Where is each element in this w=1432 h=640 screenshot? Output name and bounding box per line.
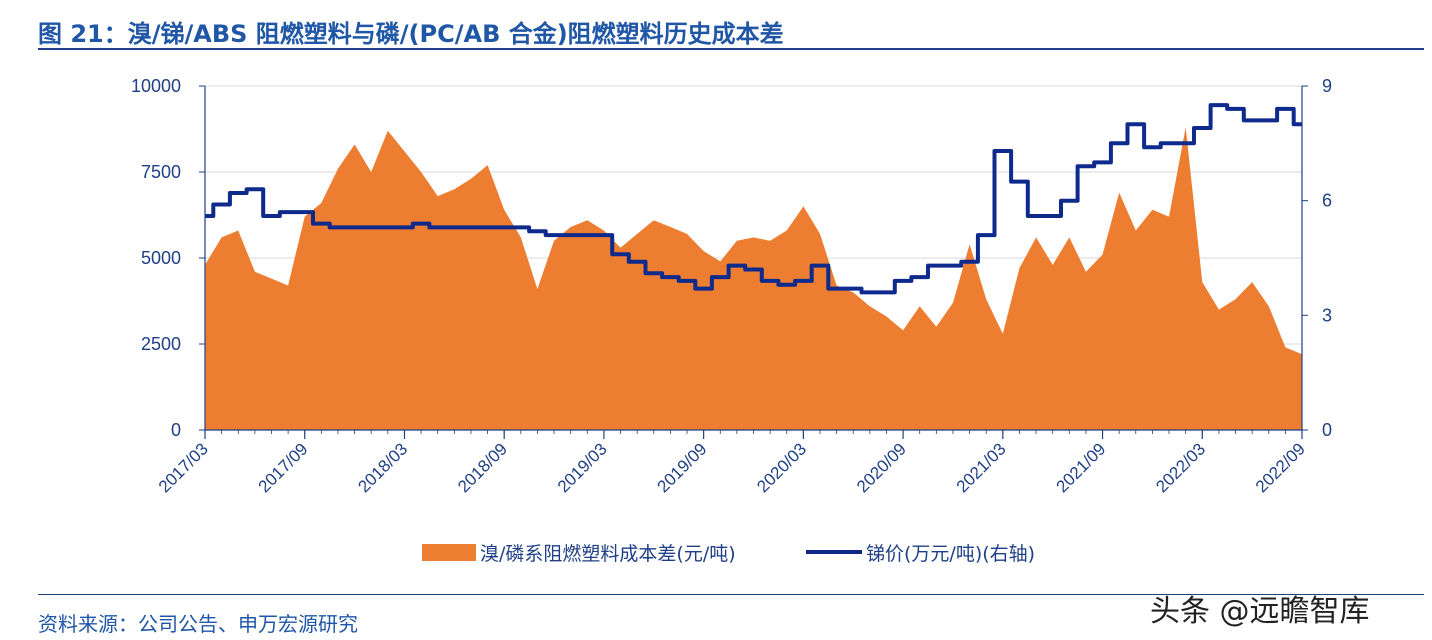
y-right-tick-label-2: 6 xyxy=(1322,191,1332,211)
x-tick-label-5: 2019/09 xyxy=(654,439,711,496)
y-left-tick-label-2: 5000 xyxy=(141,248,181,268)
watermark: 头条 @远瞻智库 xyxy=(1150,594,1370,629)
x-tick-label-1: 2017/09 xyxy=(255,439,312,496)
x-tick-label-11: 2022/09 xyxy=(1252,439,1309,496)
y-left-tick-label-1: 2500 xyxy=(141,334,181,354)
x-tick-label-9: 2021/09 xyxy=(1052,439,1109,496)
x-tick-label-4: 2019/03 xyxy=(554,439,611,496)
y-right-tick-label-1: 3 xyxy=(1322,305,1332,325)
x-tick-label-2: 2018/03 xyxy=(354,439,411,496)
title-rule xyxy=(38,48,1424,50)
x-tick-label-0: 2017/03 xyxy=(155,439,212,496)
legend-label-area: 溴/磷系阻燃塑料成本差(元/吨) xyxy=(480,543,736,565)
x-tick-label-8: 2021/03 xyxy=(953,439,1010,496)
y-right-tick-label-3: 9 xyxy=(1322,76,1332,96)
source-note: 资料来源：公司公告、申万宏源研究 xyxy=(38,612,358,636)
y-left-tick-label-4: 10000 xyxy=(131,76,181,96)
y-left-tick-label-0: 0 xyxy=(171,420,181,440)
area-series-0 xyxy=(205,127,1302,431)
line-series-1 xyxy=(205,103,1302,295)
chart: 0 2500 5000 7500 10000 0 3 6 9 2017/03 2017/09 2018… xyxy=(131,76,1332,565)
x-tick-label-10: 2022/03 xyxy=(1152,439,1209,496)
x-tick-label-3: 2018/09 xyxy=(454,439,511,496)
x-tick-label-6: 2020/03 xyxy=(753,439,810,496)
y-right-tick-label-0: 0 xyxy=(1322,420,1332,440)
legend-label-line: 锑价(万元/吨)(右轴) xyxy=(866,543,1035,565)
area-series xyxy=(204,127,1303,431)
y-left-tick-label-3: 7500 xyxy=(141,162,181,182)
footer-rule xyxy=(38,594,1424,595)
figure-title: 图 21：溴/锑/ABS 阻燃塑料与磷/(PC/AB 合金)阻燃塑料历史成本差 xyxy=(38,20,784,48)
legend: 溴/磷系阻燃塑料成本差(元/吨) 锑价(万元/吨)(右轴) xyxy=(422,543,1035,565)
x-tick-label-7: 2020/09 xyxy=(853,439,910,496)
legend-swatch-area xyxy=(422,544,476,561)
